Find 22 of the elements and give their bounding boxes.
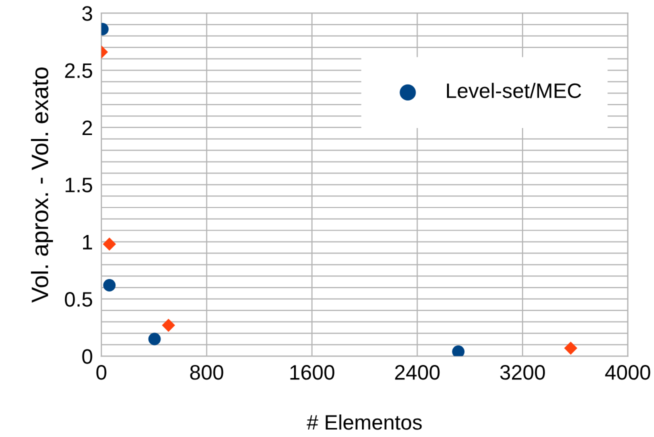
y-tick-label: 1.5	[66, 178, 92, 192]
point	[102, 238, 116, 251]
y-tick-label: 0.5	[64, 292, 92, 307]
point	[162, 318, 176, 332]
y-tick-label: 2.5	[65, 63, 92, 78]
point	[452, 345, 465, 356]
x-tick-label: 4000	[605, 365, 650, 380]
y-tick-label: 0	[82, 349, 92, 364]
y-axis-title: Vol. aprox. - Vol. exato	[30, 67, 53, 303]
x-tick-label: 1600	[290, 365, 334, 380]
y-tick-label: 1	[83, 235, 92, 250]
x-tick-label: 0	[96, 365, 106, 380]
legend-label: Level-set/MEC	[446, 82, 582, 98]
x-tick-label: 2400	[395, 365, 440, 380]
y-tick-label: 2	[82, 120, 92, 136]
x-tick-label: 3200	[500, 365, 545, 380]
x-axis-title: # Elementos	[306, 414, 422, 430]
point	[564, 342, 578, 355]
point	[148, 332, 161, 346]
x-tick-label: 800	[190, 365, 224, 380]
y-tick-label: 3	[82, 6, 92, 21]
point	[103, 279, 116, 292]
